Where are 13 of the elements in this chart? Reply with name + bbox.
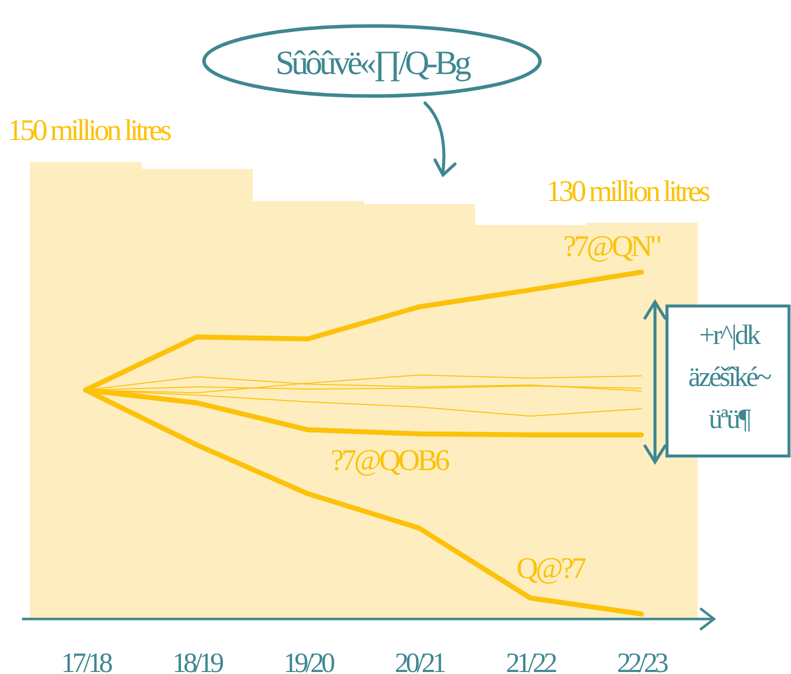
- annotation: 150 million litres: [8, 114, 172, 147]
- annotation: ?7@QOB6: [330, 444, 450, 477]
- x-tick-label: 21/22: [506, 648, 557, 674]
- annotation: 130 million litres: [546, 174, 710, 208]
- annotation: ?7@QN": [563, 230, 661, 264]
- x-tick-label: 20/21: [394, 648, 446, 674]
- x-tick-label: 18/19: [172, 648, 224, 674]
- text: Sûôûvë«∏/Q-Bg: [276, 45, 472, 82]
- x-tick-label: 19/20: [284, 648, 334, 674]
- x-tick-label: 17/18: [61, 648, 112, 674]
- x-tick-label: 22/23: [617, 648, 668, 674]
- annotation: +r^|dk äzéšîké~ üªü¶: [688, 320, 772, 435]
- annotation: Q@?7: [516, 552, 587, 585]
